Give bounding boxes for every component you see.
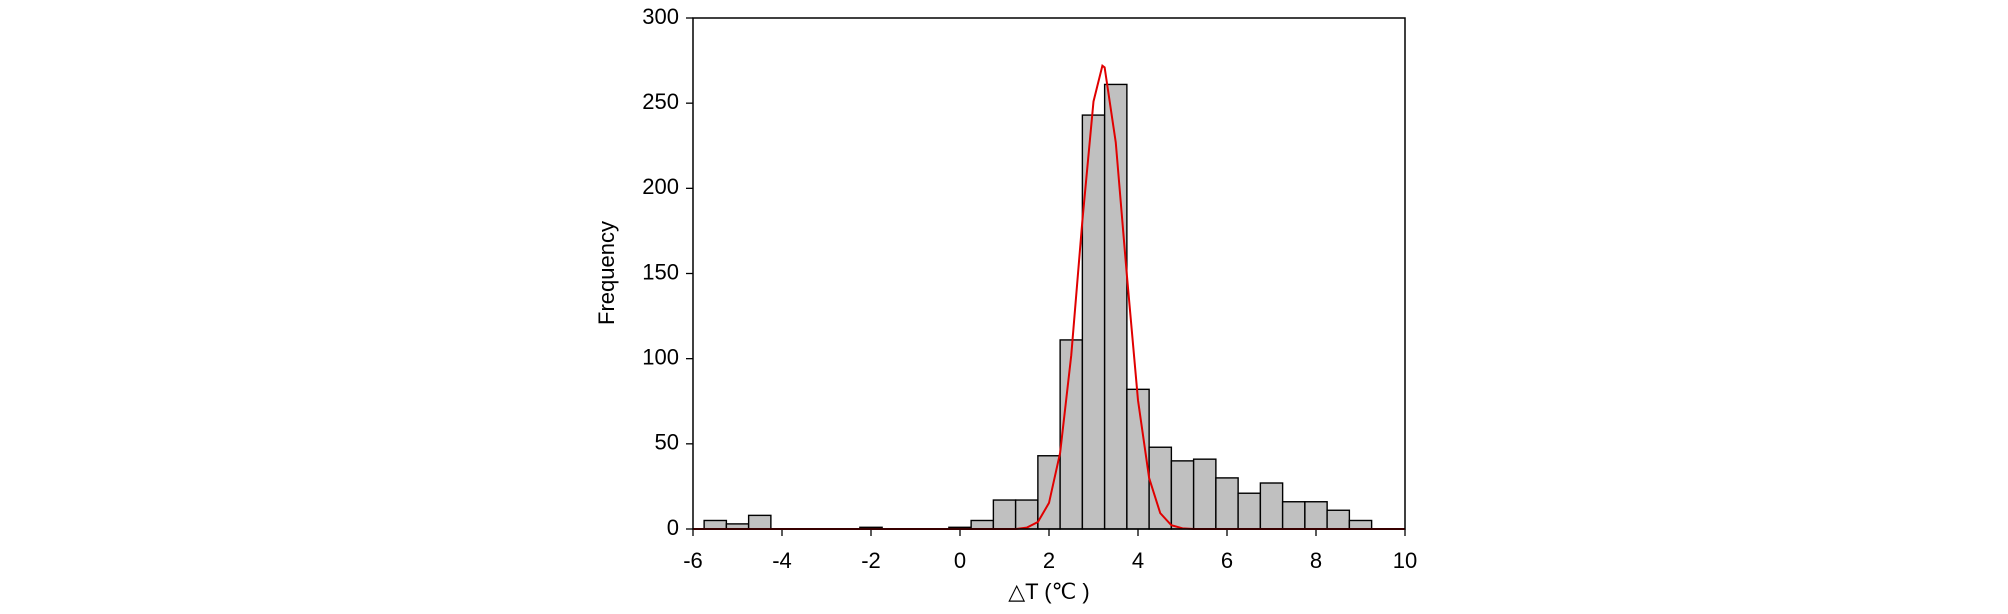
x-tick-label: 8 bbox=[1310, 548, 1322, 573]
x-tick-label: -4 bbox=[772, 548, 792, 573]
x-tick-label: 10 bbox=[1393, 548, 1417, 573]
fit-curve bbox=[693, 63, 1405, 530]
bar bbox=[992, 499, 1017, 530]
bar bbox=[1348, 519, 1373, 530]
y-tick-label: 100 bbox=[642, 344, 679, 369]
bar bbox=[747, 514, 772, 530]
x-tick-label: 0 bbox=[954, 548, 966, 573]
bar bbox=[1059, 339, 1084, 530]
x-tick-label: -2 bbox=[861, 548, 881, 573]
y-tick-label: 0 bbox=[667, 515, 679, 540]
plot-frame bbox=[692, 17, 1406, 530]
bar bbox=[1281, 501, 1306, 530]
bar bbox=[1259, 482, 1284, 530]
y-axis-label: Frequency bbox=[594, 221, 619, 325]
bar bbox=[703, 519, 728, 530]
bar bbox=[1237, 492, 1262, 530]
x-tick-label: -6 bbox=[683, 548, 703, 573]
y-tick-label: 300 bbox=[642, 4, 679, 29]
x-tick-label: 2 bbox=[1043, 548, 1055, 573]
bar bbox=[1170, 460, 1195, 530]
y-tick-label: 50 bbox=[655, 430, 679, 455]
y-tick-label: 200 bbox=[642, 174, 679, 199]
y-tick-label: 150 bbox=[642, 259, 679, 284]
bar bbox=[1304, 501, 1328, 530]
x-tick-label: 6 bbox=[1221, 548, 1233, 573]
x-axis-label: △T (℃ ) bbox=[1008, 579, 1090, 604]
bar bbox=[1192, 458, 1217, 530]
bar bbox=[1326, 509, 1351, 530]
y-tick-label: 250 bbox=[642, 89, 679, 114]
bar bbox=[970, 519, 995, 530]
bar bbox=[1215, 477, 1239, 530]
x-tick-label: 4 bbox=[1132, 548, 1144, 573]
